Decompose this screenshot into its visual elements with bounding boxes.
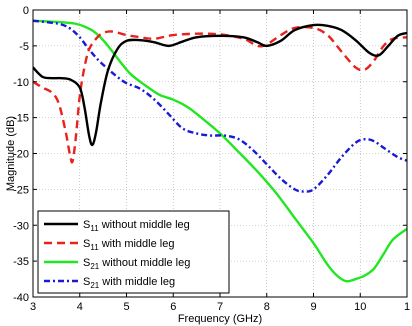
legend-label-1: S11 with middle leg [83, 238, 174, 252]
legend-label-2: S21 without middle leg [83, 257, 190, 271]
series-line-2 [33, 19, 407, 283]
y-tick-label: -5 [19, 41, 29, 53]
y-tick-label: -20 [13, 149, 29, 161]
legend-label-3: S21 with middle leg [83, 276, 175, 290]
x-tick-label: 1 [404, 301, 410, 313]
y-tick-label: -35 [13, 256, 29, 268]
y-tick-label: -25 [13, 184, 29, 196]
legend: S11 without middle leg S11 with middle le… [37, 210, 230, 294]
x-tick-label: 7 [217, 301, 223, 313]
series-line-3 [33, 19, 407, 193]
series-line-0 [33, 23, 407, 147]
y-tick-label: -30 [13, 220, 29, 232]
series-group [33, 19, 407, 283]
y-axis-label: Magnitude (dB) [5, 116, 17, 191]
y-tick-label: 0 [23, 5, 29, 17]
x-tick-label: 5 [123, 301, 129, 313]
y-tick-label: -10 [13, 77, 29, 89]
x-tick-label: 3 [30, 301, 36, 313]
x-tick-label: 6 [170, 301, 176, 313]
y-tick-label: -40 [13, 292, 29, 304]
x-tick-label: 4 [77, 301, 83, 313]
series-line-1 [33, 25, 407, 164]
x-tick-label: 9 [310, 301, 316, 313]
x-tick-label: 8 [264, 301, 270, 313]
x-tick-label: 10 [354, 301, 366, 313]
legend-label-0: S11 without middle leg [83, 219, 190, 233]
x-axis-label: Frequency (GHz) [178, 313, 262, 325]
axis-ticks: 3 4 5 6 7 8 9 10 10-5-10-15-20-25-30-35-40 [13, 5, 410, 313]
y-tick-label: -15 [13, 113, 29, 125]
